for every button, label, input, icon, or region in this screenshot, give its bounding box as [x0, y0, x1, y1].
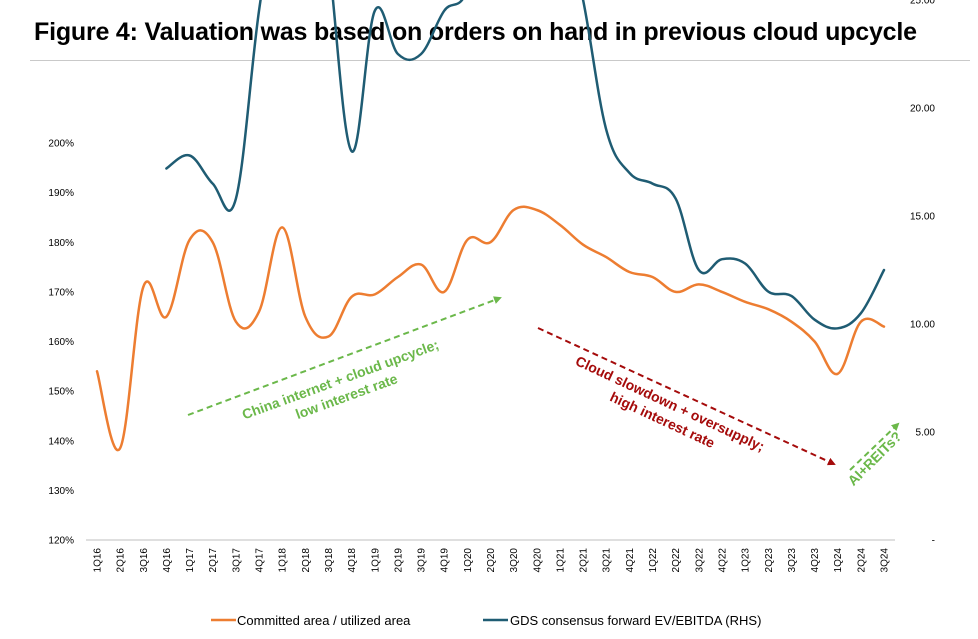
x-axis-tick-label: 1Q16 [93, 548, 104, 573]
x-axis-tick-label: 1Q19 [370, 548, 381, 573]
x-axis-tick-label: 3Q20 [509, 548, 520, 573]
left-axis-tick-label: 170% [48, 287, 74, 298]
x-axis-tick-label: 1Q23 [741, 548, 752, 573]
legend: Committed area / utilized area GDS conse… [211, 613, 761, 628]
x-axis-tick-label: 4Q18 [347, 548, 358, 573]
x-axis-tick-label: 1Q20 [463, 548, 474, 573]
x-axis-tick-label: 3Q16 [139, 548, 150, 573]
page-title: Figure 4: Valuation was based on orders … [34, 18, 917, 46]
x-axis-tick-label: 3Q19 [417, 548, 428, 573]
left-axis-tick-label: 150% [48, 387, 74, 398]
x-axis-tick-label: 4Q23 [810, 548, 821, 573]
series-line-ev-ebitda [165, 0, 886, 330]
x-axis-tick-label: 1Q18 [278, 548, 289, 573]
series-line-committed-area [95, 205, 886, 452]
x-axis-tick-label: 2Q22 [671, 548, 682, 573]
x-axis-tick-label: 4Q22 [717, 548, 728, 573]
legend-label-ev-ebitda: GDS consensus forward EV/EBITDA (RHS) [510, 613, 761, 628]
left-axis-tick-label: 120% [48, 536, 74, 547]
x-axis-tick-label: 1Q21 [555, 548, 566, 573]
x-axis-tick-label: 3Q22 [694, 548, 705, 573]
left-axis-tick-label: 190% [48, 188, 74, 199]
x-axis-tick-label: 2Q19 [393, 548, 404, 573]
title-divider [30, 60, 970, 61]
upcycle-arrow [187, 296, 502, 416]
x-axis-tick-label: 2Q16 [116, 548, 127, 573]
right-axis-tick-label: - [932, 536, 935, 547]
left-axis-tick-label: 200% [48, 139, 74, 150]
ai-reits-arrow [849, 422, 900, 471]
left-axis-tick-label: 180% [48, 238, 74, 249]
x-axis-tick-label: 3Q23 [787, 548, 798, 573]
x-axis-tick-label: 2Q17 [208, 548, 219, 573]
left-axis-tick-label: 140% [48, 436, 74, 447]
right-axis-tick-label: 15.00 [910, 212, 935, 223]
left-axis-tick-label: 160% [48, 337, 74, 348]
x-axis-tick-label: 4Q20 [532, 548, 543, 573]
x-axis-tick-label: 4Q17 [255, 548, 266, 573]
x-axis-tick-label: 4Q21 [625, 548, 636, 573]
left-axis-tick-label: 130% [48, 486, 74, 497]
x-axis-tick-label: 2Q23 [764, 548, 775, 573]
slowdown-arrow [537, 327, 836, 466]
ai-reits-annotation: AI+REITs? [844, 428, 904, 488]
x-axis-tick-label: 1Q22 [648, 548, 659, 573]
x-axis-tick-label: 3Q24 [880, 548, 891, 573]
x-axis-tick-label: 2Q24 [856, 548, 867, 573]
slowdown-annotation-line-1: Cloud slowdown + oversupply; [573, 353, 767, 455]
right-axis-tick-label: 25.00 [910, 0, 935, 7]
legend-label-committed-area: Committed area / utilized area [237, 613, 411, 628]
x-axis-tick-label: 1Q24 [833, 548, 844, 573]
x-axis-tick-label: 2Q21 [579, 548, 590, 573]
x-axis-tick-label: 2Q20 [486, 548, 497, 573]
x-axis-tick-label: 3Q17 [231, 548, 242, 573]
x-axis-tick-label: 3Q21 [602, 548, 613, 573]
x-axis-tick-label: 4Q19 [440, 548, 451, 573]
upcycle-annotation-line-1: China internet + cloud upcycle; [240, 336, 441, 422]
right-axis-tick-label: 20.00 [910, 104, 935, 115]
x-axis-tick-label: 3Q18 [324, 548, 335, 573]
right-axis-tick-label: 10.00 [910, 320, 935, 331]
right-axis-tick-label: 5.00 [916, 428, 936, 439]
x-axis-tick-label: 1Q17 [185, 548, 196, 573]
x-axis-tick-label: 2Q18 [301, 548, 312, 573]
x-axis-tick-label: 4Q16 [162, 548, 173, 573]
